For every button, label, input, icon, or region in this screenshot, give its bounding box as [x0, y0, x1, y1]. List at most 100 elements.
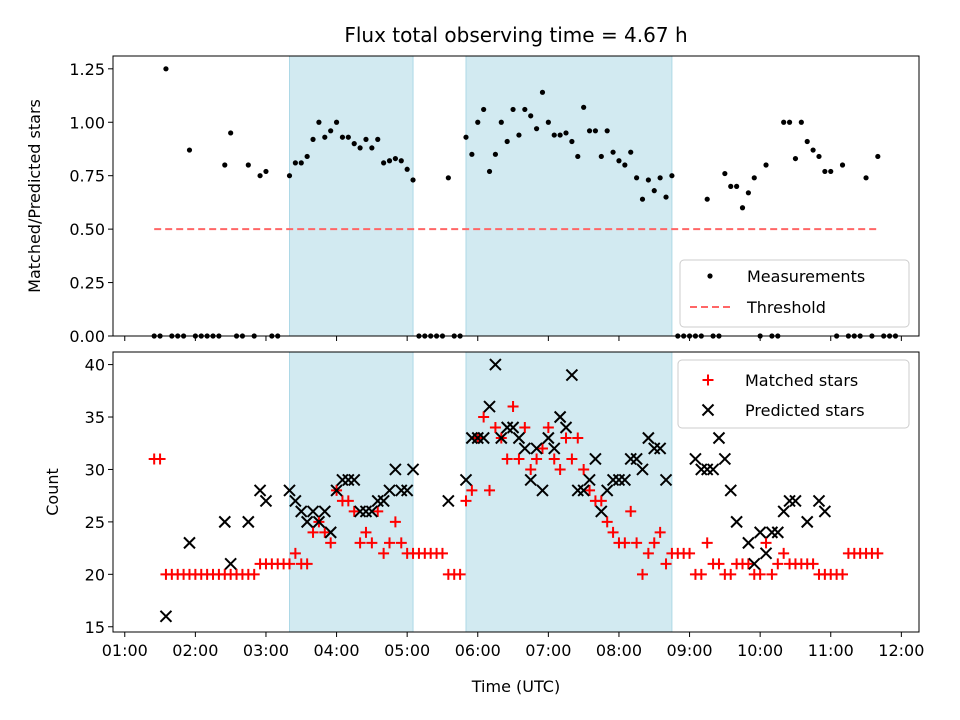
measurement-point — [345, 134, 351, 140]
x-tick-label: 06:00 — [455, 641, 501, 660]
predicted-marker — [777, 505, 790, 518]
x-tick-label: 08:00 — [596, 641, 642, 660]
predicted-marker — [718, 452, 732, 466]
predicted-marker — [312, 515, 326, 529]
predicted-marker — [318, 505, 332, 518]
x-tick-label: 01:00 — [102, 641, 148, 660]
measurement-point — [781, 119, 787, 125]
predicted-marker — [300, 515, 314, 529]
y-tick-label: 20 — [85, 565, 105, 584]
matched-marker — [837, 568, 849, 580]
predicted-marker — [553, 410, 567, 424]
matched-marker — [519, 422, 531, 434]
predicted-marker — [224, 557, 237, 571]
measurement-point — [634, 175, 640, 181]
measurement-point — [228, 130, 234, 136]
matched-marker — [513, 453, 525, 465]
predicted-marker — [283, 484, 296, 497]
predicted-marker — [630, 452, 643, 466]
measurement-point — [839, 162, 846, 168]
matched-marker — [366, 537, 378, 549]
matched-marker — [660, 558, 672, 570]
measurement-point — [469, 151, 475, 157]
predicted-marker — [489, 358, 502, 371]
predicted-marker — [377, 494, 390, 508]
predicted-marker — [506, 421, 520, 434]
predicted-marker — [342, 473, 355, 487]
measurement-point — [657, 175, 663, 181]
matched-marker — [531, 453, 543, 465]
y-tick-label: 0.00 — [69, 327, 105, 346]
predicted-marker — [600, 484, 614, 497]
x-tick-label: 12:00 — [878, 641, 924, 660]
measurement-point — [310, 136, 316, 142]
predicted-marker — [253, 484, 267, 497]
matched-marker — [807, 558, 819, 570]
y-tick-label: 25 — [85, 513, 105, 532]
measurement-point — [504, 138, 510, 145]
measurement-point — [339, 134, 346, 140]
predicted-marker — [624, 452, 637, 466]
matched-marker — [372, 505, 384, 517]
measurement-point — [792, 155, 799, 162]
predicted-marker — [459, 473, 473, 487]
matched-marker — [725, 568, 737, 580]
matched-marker — [701, 537, 713, 549]
predicted-marker — [595, 505, 608, 518]
matched-marker — [560, 432, 572, 444]
x-tick-label: 04:00 — [314, 641, 360, 660]
predicted-marker — [801, 515, 814, 529]
matched-marker — [625, 505, 637, 517]
predicted-marker — [753, 526, 767, 539]
measurement-point — [651, 188, 657, 194]
measurement-point — [333, 119, 340, 125]
matched-marker — [642, 547, 654, 559]
matched-marker — [713, 558, 725, 570]
y-tick-label: 40 — [85, 356, 105, 375]
measurement-point — [704, 196, 710, 202]
predicted-marker — [689, 452, 702, 466]
predicted-marker — [465, 431, 479, 445]
measurement-point — [586, 128, 593, 134]
measurement-point — [328, 128, 334, 134]
predicted-marker — [700, 463, 714, 476]
matched-marker — [454, 568, 466, 580]
measurement-point — [739, 205, 746, 211]
matched-marker — [154, 453, 166, 465]
predicted-marker — [536, 484, 549, 497]
measurement-point — [410, 177, 416, 183]
matched-marker — [584, 484, 596, 496]
predicted-marker — [724, 484, 737, 497]
y-axis-label: Matched/Predicted stars — [25, 99, 44, 293]
bottom-panel: 15 20 25 30 35 40 01:00 02:00 03:00 04:00 05:00 06:… — [43, 351, 924, 696]
predicted-marker — [759, 547, 773, 560]
predicted-marker — [559, 421, 573, 434]
legend-measurement-marker — [707, 273, 713, 279]
predicted-marker — [371, 494, 384, 508]
observing-interval — [288, 55, 414, 337]
predicted-marker — [612, 473, 626, 487]
y-tick-label: 35 — [85, 408, 105, 427]
predicted-marker — [765, 526, 779, 539]
measurement-point — [257, 173, 263, 179]
predicted-marker — [159, 610, 173, 623]
matched-marker — [378, 547, 390, 559]
predicted-marker — [395, 484, 408, 497]
matched-marker — [601, 516, 613, 528]
measurement-point — [745, 190, 751, 196]
measurement-point — [557, 132, 563, 138]
measurement-point — [645, 177, 651, 183]
predicted-marker — [659, 473, 673, 487]
y-tick-label: 0.25 — [69, 274, 105, 293]
measurement-point — [475, 119, 481, 125]
predicted-marker — [336, 473, 349, 487]
predicted-marker — [742, 536, 755, 550]
measurement-point — [304, 153, 310, 160]
observing-interval — [465, 55, 673, 337]
predicted-marker — [518, 442, 532, 455]
matched-marker — [395, 537, 407, 549]
matched-marker — [389, 516, 401, 528]
plot-frame — [112, 351, 920, 633]
predicted-marker — [642, 431, 655, 445]
